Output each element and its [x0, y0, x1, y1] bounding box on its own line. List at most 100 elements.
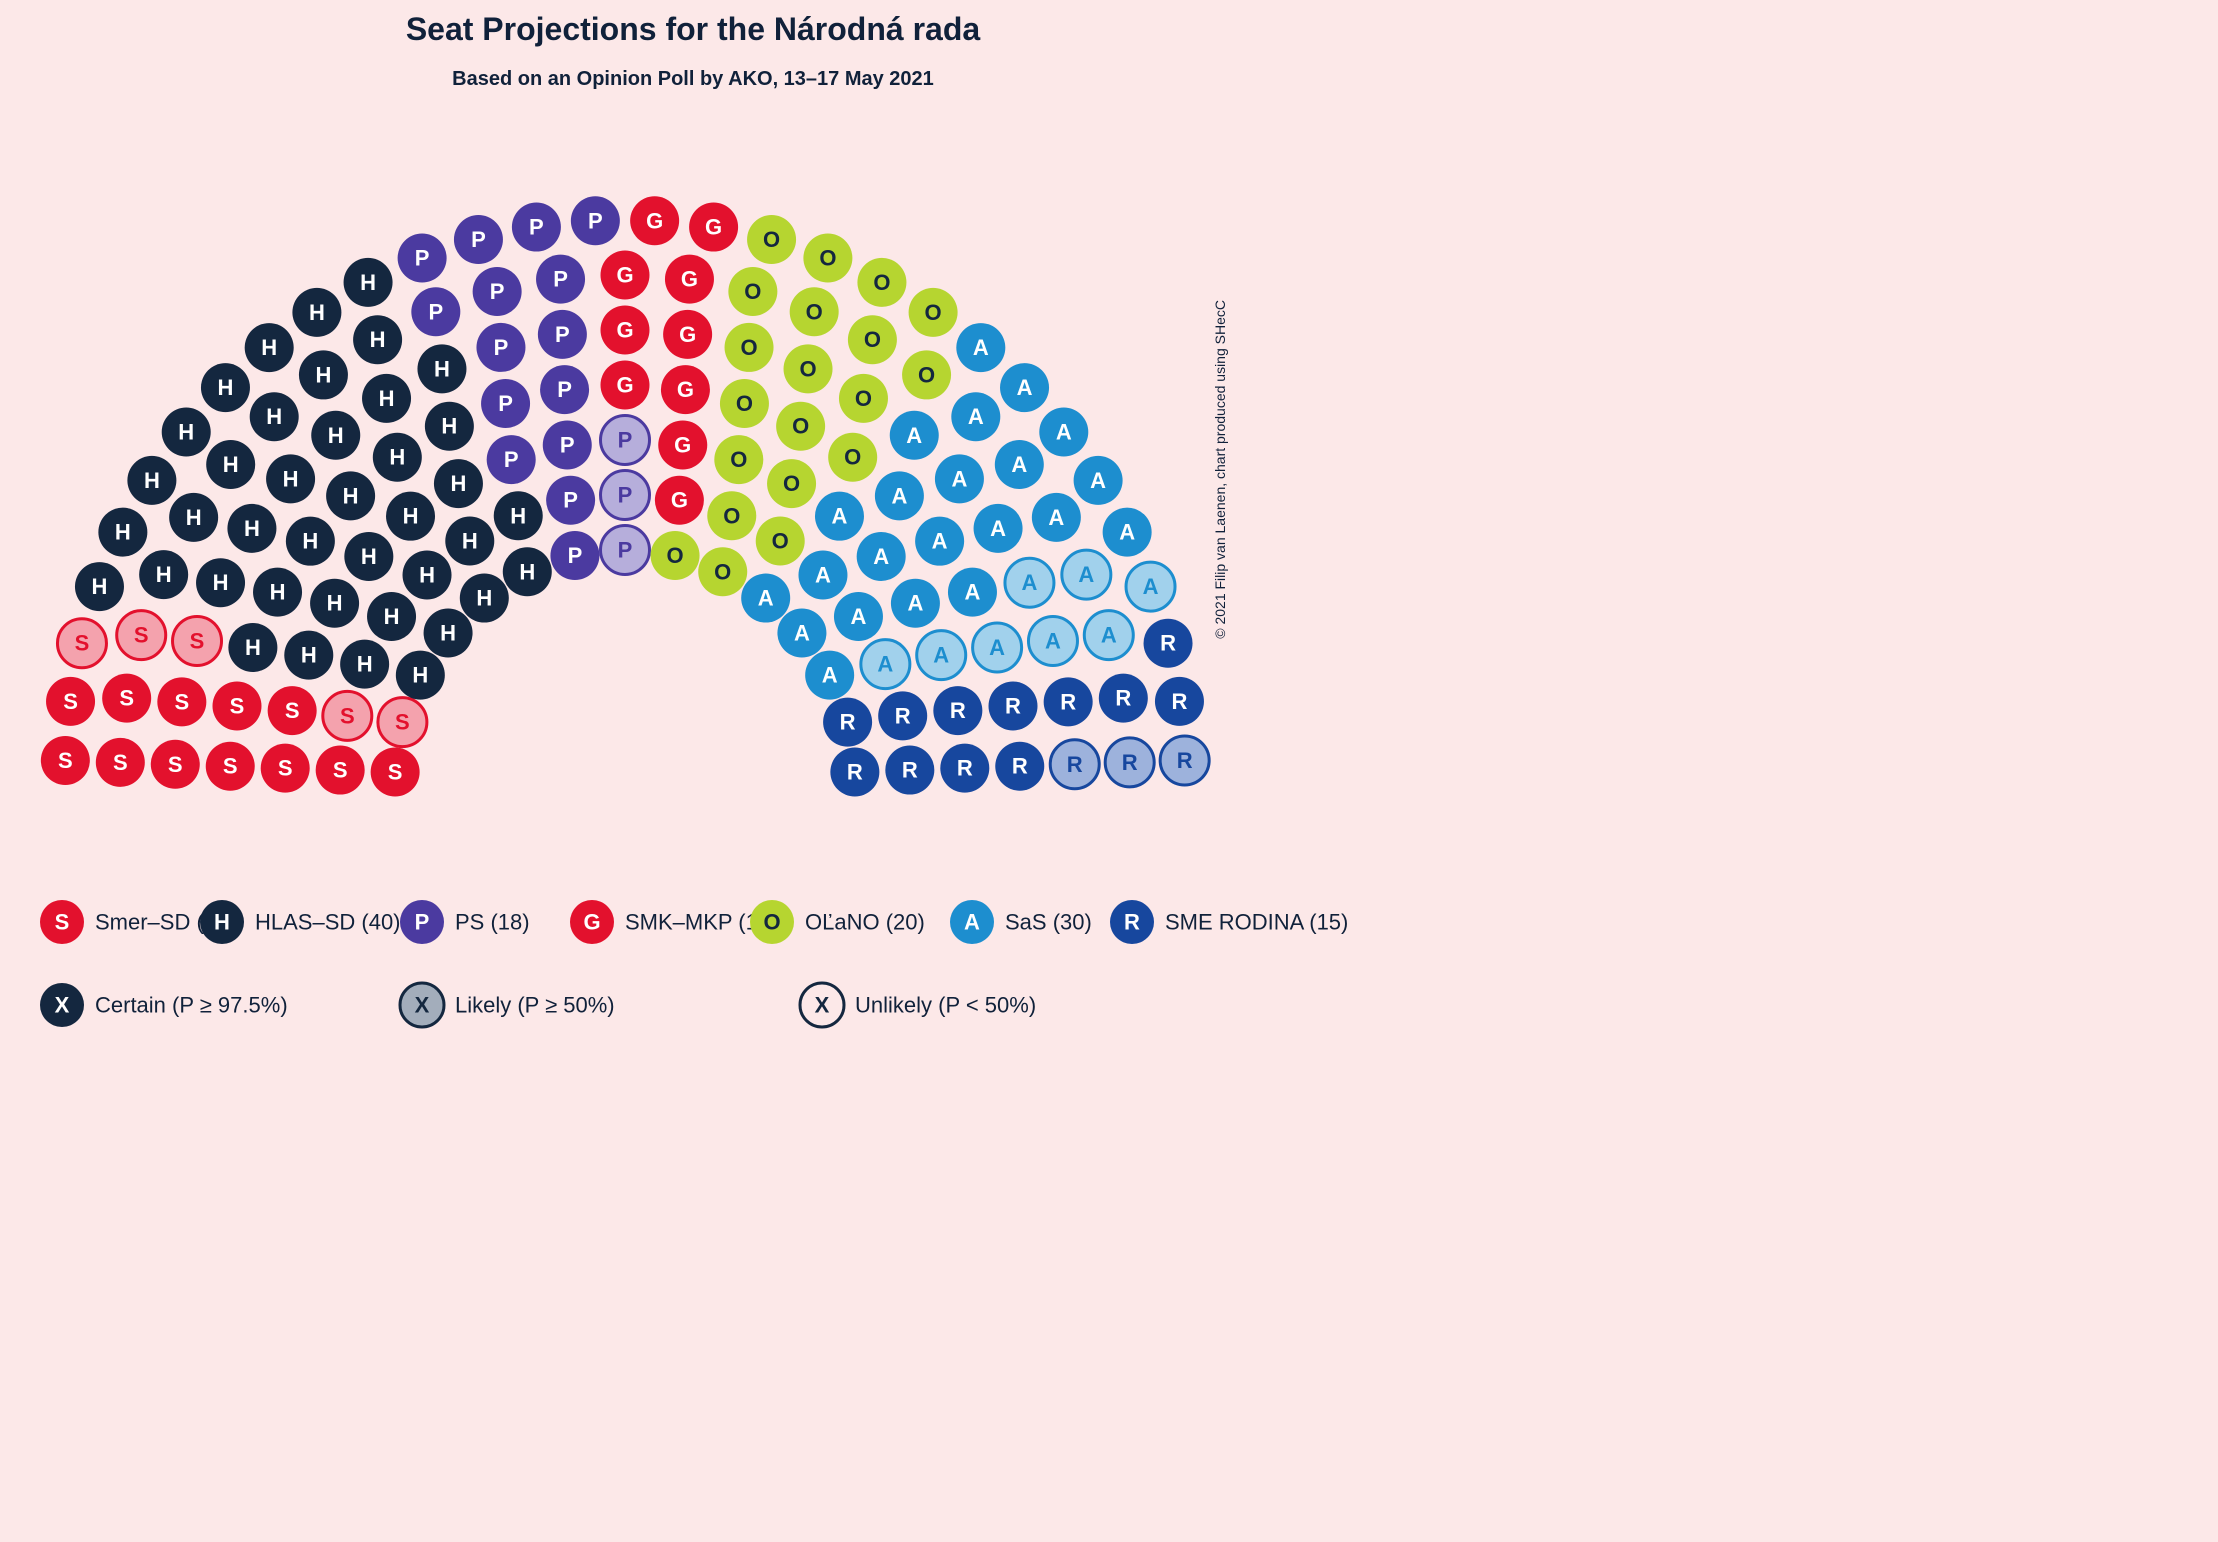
svg-text:S: S — [75, 631, 90, 656]
svg-text:H: H — [261, 335, 277, 360]
legend-party-label: PS (18) — [455, 910, 530, 935]
seat-R: R — [940, 744, 989, 793]
seat-S: S — [173, 616, 222, 665]
svg-text:R: R — [1172, 689, 1188, 714]
svg-text:O: O — [763, 227, 780, 252]
seat-A: A — [915, 517, 964, 566]
svg-text:G: G — [646, 208, 663, 233]
svg-text:G: G — [671, 488, 688, 513]
svg-text:H: H — [92, 574, 108, 599]
svg-text:A: A — [989, 635, 1005, 660]
svg-text:O: O — [744, 279, 761, 304]
seat-H: H — [326, 471, 375, 520]
svg-text:A: A — [794, 621, 810, 646]
seat-H: H — [344, 532, 393, 581]
seat-H: H — [245, 323, 294, 372]
svg-text:A: A — [758, 586, 774, 611]
svg-text:A: A — [1143, 574, 1159, 599]
hemicycle-chart: Seat Projections for the Národná radaBas… — [0, 0, 1540, 1070]
svg-text:S: S — [333, 758, 348, 783]
seat-A: A — [995, 440, 1044, 489]
seat-A: A — [935, 454, 984, 503]
svg-text:P: P — [504, 447, 519, 472]
seat-A: A — [805, 651, 854, 700]
seat-O: O — [784, 344, 833, 393]
seat-P: P — [550, 531, 599, 580]
svg-text:H: H — [412, 663, 428, 688]
seat-H: H — [310, 579, 359, 628]
seat-H: H — [75, 562, 124, 611]
svg-text:S: S — [134, 623, 149, 648]
svg-text:O: O — [918, 362, 935, 387]
svg-text:S: S — [174, 689, 189, 714]
svg-text:A: A — [1048, 505, 1064, 530]
seat-A: A — [973, 623, 1022, 672]
seat-P: P — [411, 287, 460, 336]
svg-text:G: G — [679, 322, 696, 347]
svg-text:G: G — [583, 910, 600, 935]
svg-text:A: A — [932, 529, 948, 554]
svg-text:A: A — [1119, 520, 1135, 545]
svg-text:O: O — [714, 559, 731, 584]
seat-S: S — [46, 677, 95, 726]
seat-P: P — [512, 203, 561, 252]
svg-text:H: H — [462, 528, 478, 553]
svg-text:P: P — [568, 543, 583, 568]
svg-text:A: A — [832, 504, 848, 529]
seat-A: A — [857, 532, 906, 581]
seat-P: P — [546, 476, 595, 525]
svg-text:H: H — [315, 362, 331, 387]
svg-text:A: A — [990, 516, 1006, 541]
seat-H: H — [250, 392, 299, 441]
svg-text:O: O — [873, 270, 890, 295]
seat-H: H — [386, 492, 435, 541]
seat-H: H — [311, 411, 360, 460]
svg-text:H: H — [244, 516, 260, 541]
svg-text:H: H — [519, 559, 535, 584]
seat-G: G — [663, 310, 712, 359]
seat-H: H — [139, 550, 188, 599]
svg-text:H: H — [327, 591, 343, 616]
svg-text:O: O — [772, 528, 789, 553]
seat-A: A — [861, 640, 910, 689]
seat-O: O — [725, 323, 774, 372]
legend-prob-label: Unlikely (P < 50%) — [855, 993, 1036, 1018]
legend-prob-label: Likely (P ≥ 50%) — [455, 993, 615, 1018]
svg-text:H: H — [301, 643, 317, 668]
seat-S: S — [96, 738, 145, 787]
seat-P: P — [481, 379, 530, 428]
seat-P: P — [476, 323, 525, 372]
seat-R: R — [989, 681, 1038, 730]
seat-H: H — [403, 550, 452, 599]
seat-A: A — [815, 492, 864, 541]
legend-party-label: SME RODINA (15) — [1165, 910, 1348, 935]
seat-H: H — [227, 504, 276, 553]
svg-text:H: H — [403, 504, 419, 529]
svg-text:X: X — [415, 993, 430, 1018]
seat-R: R — [823, 698, 872, 747]
seat-R: R — [1155, 677, 1204, 726]
svg-text:H: H — [266, 404, 282, 429]
seat-S: S — [212, 681, 261, 730]
seat-A: A — [875, 471, 924, 520]
svg-text:P: P — [555, 322, 570, 347]
svg-text:P: P — [553, 267, 568, 292]
svg-text:R: R — [950, 698, 966, 723]
seat-H: H — [344, 258, 393, 307]
svg-text:H: H — [440, 621, 456, 646]
svg-text:H: H — [302, 529, 318, 554]
svg-text:S: S — [388, 759, 403, 784]
seat-A: A — [1032, 493, 1081, 542]
seat-R: R — [1160, 736, 1209, 785]
svg-text:P: P — [563, 488, 578, 513]
seat-O: O — [720, 379, 769, 428]
svg-text:P: P — [490, 279, 505, 304]
svg-text:H: H — [510, 503, 526, 528]
seat-H: H — [425, 402, 474, 451]
svg-text:P: P — [529, 215, 544, 240]
svg-text:H: H — [115, 520, 131, 545]
seat-A: A — [1103, 508, 1152, 557]
svg-text:G: G — [674, 432, 691, 457]
seat-A: A — [1126, 562, 1175, 611]
svg-text:A: A — [1011, 452, 1027, 477]
